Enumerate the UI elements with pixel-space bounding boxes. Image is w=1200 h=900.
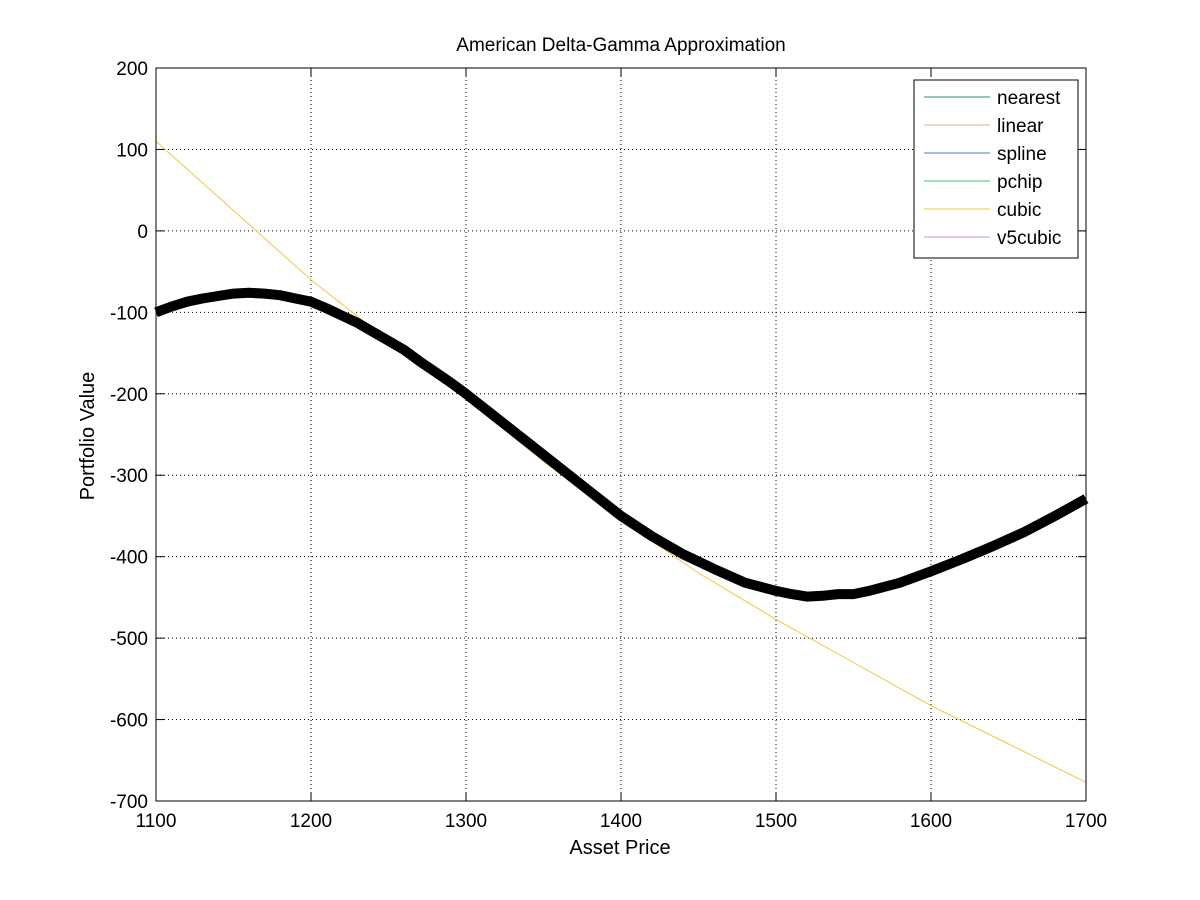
y-axis-title: Portfolio Value — [77, 372, 99, 501]
x-tick-label: 1100 — [136, 811, 177, 832]
y-tick-label: -300 — [110, 466, 148, 487]
portfolio-value-curve — [154, 287, 1089, 602]
x-tick-label: 1200 — [290, 811, 332, 832]
x-tick-label: 1400 — [600, 811, 642, 832]
legend-label-v5cubic: v5cubic — [997, 228, 1061, 249]
x-tick-label: 1600 — [910, 811, 952, 832]
series-layer — [154, 140, 1089, 783]
y-tick-label: -500 — [110, 629, 148, 650]
legend-label-spline: spline — [997, 144, 1047, 165]
y-tick-label: 0 — [137, 222, 148, 243]
x-tick-label: 1500 — [755, 811, 797, 832]
y-tick-label: -400 — [110, 548, 148, 569]
chart-title: American Delta-Gamma Approximation — [456, 35, 785, 56]
x-tick-label: 1700 — [1065, 811, 1107, 832]
legend-label-nearest: nearest — [997, 88, 1061, 109]
x-tick-label: 1300 — [445, 811, 487, 832]
y-tick-label: -100 — [110, 303, 148, 324]
y-tick-label: 200 — [116, 59, 148, 80]
ticks: 1100 1200 1300 1400 1500 1600 1700 200 100 0 -100 -… — [110, 59, 1107, 832]
y-tick-label: -200 — [110, 385, 148, 406]
legend: nearest linear spline pchip cubic v5cubic — [913, 79, 1079, 259]
y-tick-label: -600 — [110, 711, 148, 732]
grid — [156, 68, 1086, 801]
y-tick-label: -700 — [110, 792, 148, 813]
legend-label-pchip: pchip — [997, 172, 1042, 193]
y-tick-label: 100 — [116, 140, 148, 161]
x-axis-title: Asset Price — [569, 837, 670, 859]
legend-label-cubic: cubic — [997, 200, 1041, 221]
legend-box — [913, 79, 1079, 259]
legend-label-linear: linear — [997, 116, 1044, 137]
